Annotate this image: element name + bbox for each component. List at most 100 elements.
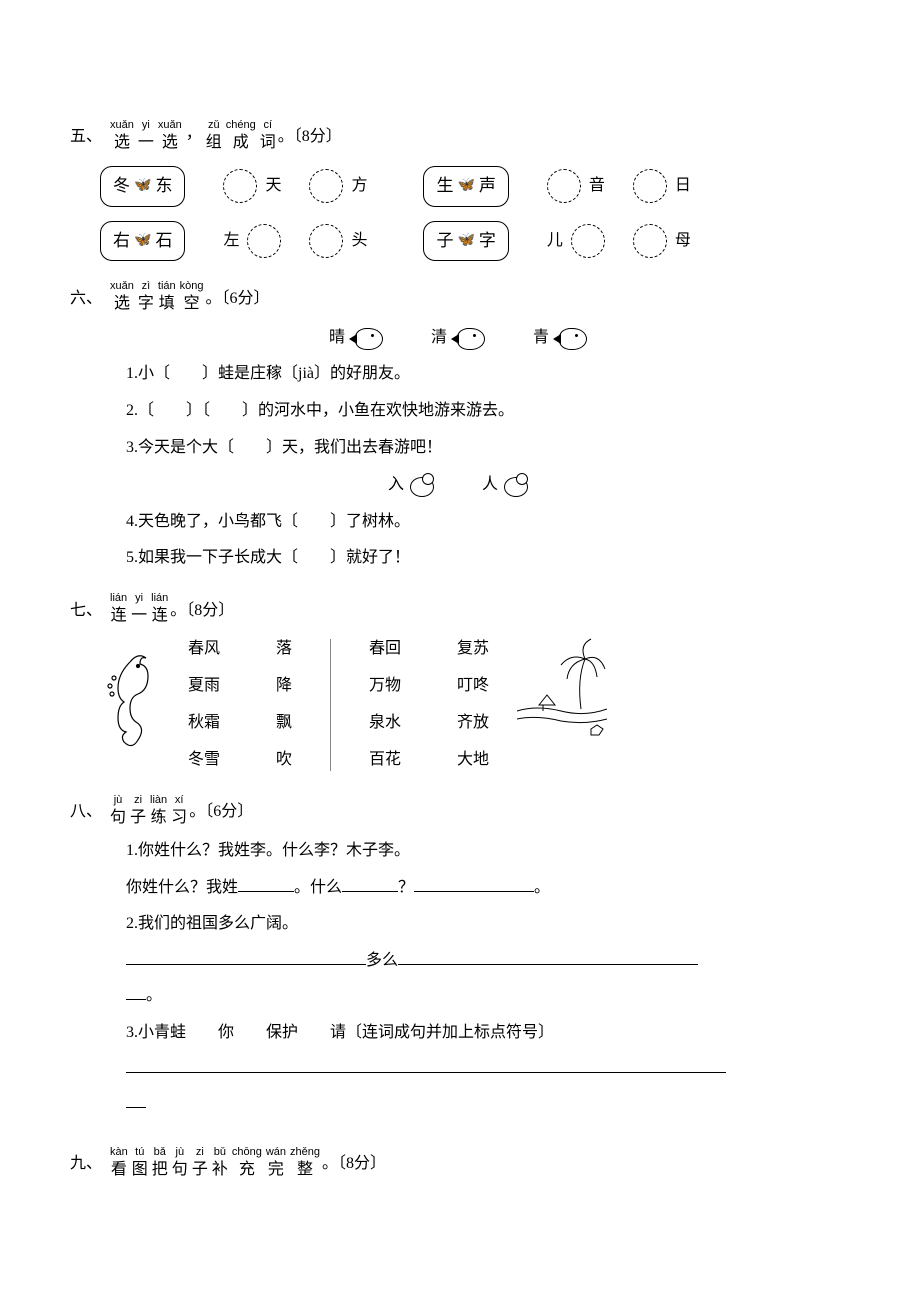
char-sheng2: 声	[479, 171, 496, 202]
seahorse-icon	[100, 650, 160, 760]
pair-sheng: 生 🦋 声	[423, 166, 508, 207]
pair-dong: 冬 🦋 东	[100, 166, 185, 207]
pinyin-char: wán完	[266, 1147, 286, 1179]
pinyin-char: lián连	[110, 593, 127, 625]
pinyin-char: liàn练	[150, 795, 167, 827]
fish-icon	[349, 325, 387, 351]
match-item[interactable]: 春回	[369, 635, 401, 664]
blank[interactable]	[126, 1057, 726, 1073]
s5-r1-g1: 冬 🦋 东	[100, 166, 185, 207]
section-8-title: jù句zi子liàn练xí习	[108, 795, 189, 827]
match-item[interactable]: 冬雪	[188, 746, 220, 775]
butterfly-icon: 🦋	[134, 179, 151, 193]
section-6-title: xuǎn选zì字tián填kòng空	[108, 281, 205, 313]
section-5-num: 五、	[70, 123, 102, 152]
s8-q3: 3.小青蛙 你 保护 请〔连词成句并加上标点符号〕	[126, 1019, 850, 1048]
section-7-num: 七、	[70, 597, 102, 626]
match-item[interactable]: 齐放	[457, 709, 489, 738]
pinyin-char: cí词	[260, 120, 276, 152]
pinyin-char: xuǎn选	[110, 281, 134, 313]
match-item[interactable]: 泉水	[369, 709, 401, 738]
section-6-num: 六、	[70, 285, 102, 314]
s5-r1-g2: 生 🦋 声	[423, 166, 508, 207]
s8-q2a: 2.我们的祖国多么广阔。	[126, 910, 850, 939]
blank-flower[interactable]	[633, 169, 667, 203]
match-item[interactable]: 叮咚	[457, 672, 489, 701]
pinyin-char: kòng空	[180, 281, 204, 313]
char-mu: 母	[675, 227, 691, 256]
blank-flower[interactable]	[633, 224, 667, 258]
match-item[interactable]: 万物	[369, 672, 401, 701]
pinyin-char: zǔ组	[206, 120, 222, 152]
match-item[interactable]: 秋霜	[188, 709, 220, 738]
s5-row1: 冬 🦋 东 天 方 生 🦋 声 音 日	[100, 166, 850, 207]
s8-q3-line	[126, 1055, 850, 1084]
pinyin-char: bǔ补	[212, 1147, 228, 1179]
section-9-title: kàn看tú图bǎ把jù句zi子bǔ补chōng充wán完zhěng整	[108, 1147, 322, 1179]
match-item[interactable]: 飘	[276, 709, 292, 738]
char-zi1: 子	[436, 226, 453, 257]
blank-flower[interactable]	[223, 169, 257, 203]
chick-icon	[408, 473, 438, 497]
palm-beach-icon	[517, 635, 597, 774]
pinyin-char: chéng成	[226, 120, 256, 152]
s7-col-left1: 春风夏雨秋霜冬雪	[188, 635, 220, 774]
pinyin-char: zì字	[138, 281, 154, 313]
char-shi: 石	[155, 226, 172, 257]
section-6-heading: 六、 xuǎn选zì字tián填kòng空 。〔6分〕	[70, 281, 850, 313]
blank[interactable]	[398, 949, 698, 965]
blank[interactable]	[238, 876, 294, 892]
blank-flower[interactable]	[547, 169, 581, 203]
blank[interactable]	[126, 984, 146, 1000]
blank[interactable]	[342, 876, 398, 892]
s7-col-right1: 春回万物泉水百花	[369, 635, 401, 774]
section-7-heading: 七、 lián连yi一lián连 。〔8分〕	[70, 593, 850, 625]
word-qing1: 晴	[329, 324, 345, 353]
char-ri: 日	[675, 172, 691, 201]
s7-col-right2: 复苏叮咚齐放大地	[457, 635, 489, 774]
section-7-tail: 。〔8分〕	[170, 597, 234, 626]
pinyin-char: yi一	[131, 593, 147, 625]
blank-flower[interactable]	[309, 224, 343, 258]
pinyin-char: tián填	[158, 281, 176, 313]
s6-q1: 1.小〔 〕蛙是庄稼〔jià〕的好朋友。	[126, 360, 850, 389]
section-8-tail: 。〔6分〕	[189, 798, 253, 827]
match-item[interactable]: 降	[276, 672, 292, 701]
pinyin-char: yi一	[138, 120, 154, 152]
section-7-title: lián连yi一lián连	[108, 593, 170, 625]
section-9-heading: 九、 kàn看tú图bǎ把jù句zi子bǔ补chōng充wán完zhěng整 。…	[70, 1147, 850, 1179]
pinyin-char: jù句	[110, 795, 126, 827]
blank[interactable]	[126, 949, 366, 965]
char-tian: 天	[265, 172, 281, 201]
section-6-tail: 。〔6分〕	[206, 285, 270, 314]
match-item[interactable]: 春风	[188, 635, 220, 664]
blank-flower[interactable]	[571, 224, 605, 258]
s6-q2: 2.〔 〕〔 〕的河水中，小鱼在欢快地游来游去。	[126, 397, 850, 426]
pinyin-char: jù句	[172, 1147, 188, 1179]
match-item[interactable]: 复苏	[457, 635, 489, 664]
blank[interactable]	[414, 876, 534, 892]
pinyin-char: xuǎn选	[158, 120, 182, 152]
match-item[interactable]: 夏雨	[188, 672, 220, 701]
pinyin-char: tú图	[132, 1147, 148, 1179]
fish-icon	[451, 325, 489, 351]
fish-icon	[553, 325, 591, 351]
match-item[interactable]: 吹	[276, 746, 292, 775]
s8-q3-line2	[126, 1090, 850, 1119]
match-item[interactable]: 大地	[457, 746, 489, 775]
section-9-tail: 。〔8分〕	[322, 1150, 386, 1179]
s8-q1a: 1.你姓什么？我姓李。什么李？木子李。	[126, 837, 850, 866]
butterfly-icon: 🦋	[134, 234, 151, 248]
pinyin-char: bǎ把	[152, 1147, 168, 1179]
s6-words-a: 晴 清 青	[70, 324, 850, 353]
char-zi2: 字	[479, 226, 496, 257]
word-ren: 人	[482, 471, 498, 500]
word-qing3: 青	[533, 324, 549, 353]
match-item[interactable]: 百花	[369, 746, 401, 775]
blank[interactable]	[126, 1092, 146, 1108]
butterfly-icon: 🦋	[457, 179, 474, 193]
blank-flower[interactable]	[247, 224, 281, 258]
match-item[interactable]: 落	[276, 635, 292, 664]
blank-flower[interactable]	[309, 169, 343, 203]
s8-q1b-pre: 你姓什么？我姓	[126, 879, 238, 896]
